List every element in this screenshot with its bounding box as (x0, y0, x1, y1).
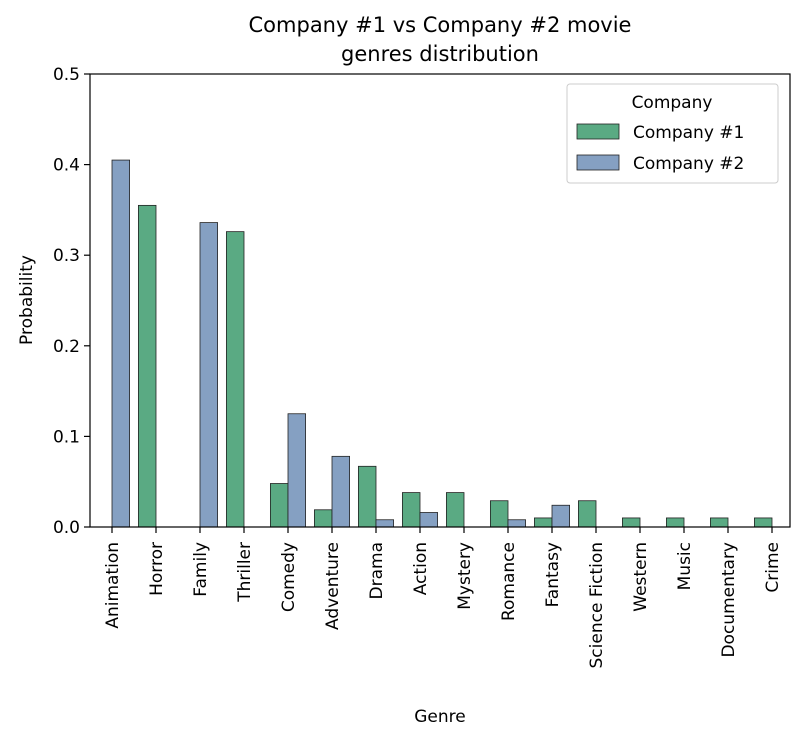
bar-company-1-crime (754, 517, 773, 528)
y-tick-label: 0.1 (53, 427, 80, 447)
bar-company-1-comedy (269, 483, 289, 528)
y-tick-label: 0.3 (53, 246, 80, 266)
bars (111, 159, 773, 528)
x-axis-label: Genre (414, 707, 465, 727)
x-tick-label: Horror (147, 542, 167, 596)
bar-company-2-fantasy (551, 504, 571, 528)
bar-company-2-action (419, 512, 439, 528)
bar-company-1-science-fiction (578, 500, 597, 528)
chart-title-line-2: genres distribution (341, 42, 539, 66)
x-tick-label: Fantasy (543, 542, 563, 607)
x-tick-label: Adventure (323, 542, 343, 630)
bar-company-2-family (199, 222, 219, 528)
bar-company-1-adventure (313, 509, 333, 528)
legend-box (566, 83, 779, 184)
x-tick-label: Drama (367, 542, 387, 599)
x-tick-label: Thriller (235, 542, 255, 603)
plot-frame (89, 73, 791, 528)
legend: Company Company #1 Company #2 (566, 83, 779, 184)
x-axis: Animation Horror Family Thriller Comedy Adven… (103, 527, 783, 668)
x-tick-label: Romance (499, 542, 519, 621)
x-tick-label: Western (631, 542, 651, 612)
y-tick-label: 0.5 (53, 65, 80, 85)
bar-company-2-adventure (331, 455, 351, 528)
y-tick-label: 0.0 (53, 518, 80, 538)
legend-label-company-1: Company #1 (633, 123, 744, 143)
y-axis-label: Probability (17, 255, 37, 345)
bar-company-1-thriller (225, 231, 245, 528)
x-tick-label: Family (191, 542, 211, 597)
x-tick-label: Action (411, 542, 431, 595)
legend-swatch-company-1 (576, 123, 620, 140)
bar-company-1-documentary (710, 517, 729, 528)
bar-company-1-horror (137, 204, 157, 528)
bar-company-1-mystery (445, 492, 465, 528)
x-tick-label: Crime (763, 542, 783, 593)
bar-company-2-romance (507, 519, 527, 528)
legend-title: Company (632, 93, 713, 113)
bar-company-2-comedy (287, 413, 307, 528)
y-axis: 0.0 0.1 0.2 0.3 0.4 0.5 (53, 65, 90, 538)
bar-company-2-animation (111, 159, 131, 528)
bar-company-1-fantasy (534, 517, 553, 528)
legend-swatch-company-2 (576, 154, 620, 171)
x-tick-label: Mystery (455, 542, 475, 610)
legend-label-company-2: Company #2 (633, 154, 744, 174)
y-tick-label: 0.2 (53, 337, 80, 357)
bar-company-1-action (401, 492, 421, 528)
x-tick-label: Comedy (279, 542, 299, 612)
bar-company-1-western (622, 517, 641, 528)
chart-title-line-1: Company #1 vs Company #2 movie (249, 13, 632, 37)
bar-company-2-drama (375, 519, 395, 528)
x-tick-label: Science Fiction (587, 542, 607, 668)
x-tick-label: Animation (103, 542, 123, 629)
x-tick-label: Documentary (719, 542, 739, 658)
bar-company-1-romance (489, 500, 509, 528)
y-tick-label: 0.4 (53, 156, 80, 176)
bar-company-1-drama (357, 465, 377, 528)
bar-company-1-music (666, 517, 685, 528)
x-tick-label: Music (675, 542, 695, 590)
